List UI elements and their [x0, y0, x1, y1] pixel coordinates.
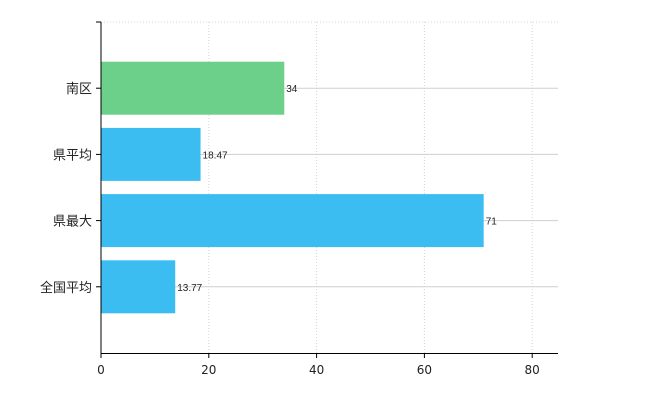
bar[interactable]: [101, 61, 285, 115]
category-label: 全国平均: [40, 280, 92, 296]
category-label: 県最大: [53, 215, 92, 230]
data-label: 13.77: [177, 283, 202, 294]
data-label: 34: [286, 84, 298, 95]
bar[interactable]: [101, 127, 201, 181]
data-label: 18.47: [203, 150, 228, 161]
x-tick-label: 40: [309, 363, 324, 377]
x-tick-label: 0: [97, 363, 105, 377]
category-label: 県平均: [53, 148, 92, 163]
x-tick-label: 60: [417, 363, 432, 377]
bar[interactable]: [101, 194, 484, 248]
bar[interactable]: [101, 260, 176, 314]
x-tick-label: 20: [201, 363, 216, 377]
x-tick-label: 80: [525, 363, 540, 377]
category-label: 南区: [66, 81, 92, 97]
data-label: 71: [486, 217, 498, 228]
